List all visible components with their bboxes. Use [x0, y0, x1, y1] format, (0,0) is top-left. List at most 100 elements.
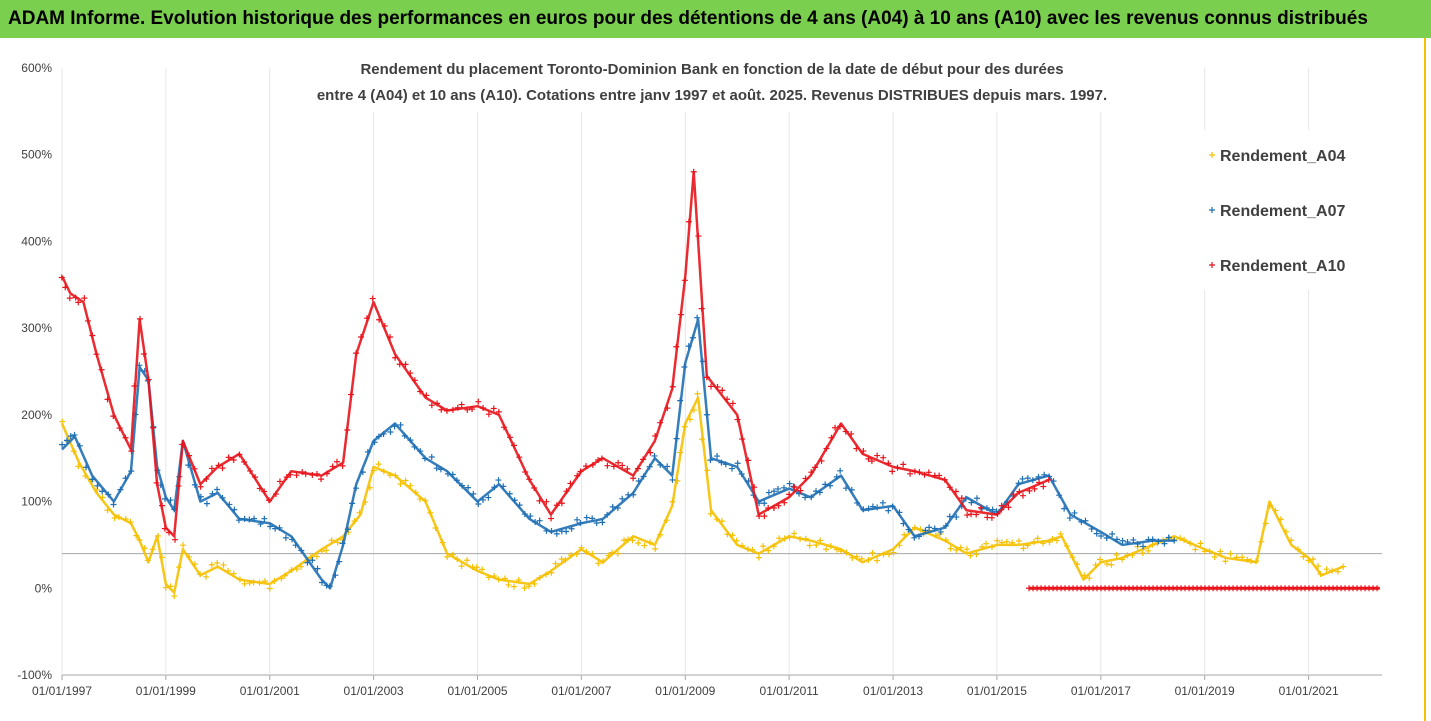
data-point [153, 479, 160, 486]
data-point [375, 433, 382, 440]
data-point [595, 560, 602, 567]
data-point [505, 581, 512, 588]
data-point [806, 542, 813, 549]
data-point [1227, 550, 1234, 557]
data-point [931, 525, 938, 532]
x-tick-label: 01/01/2007 [551, 684, 611, 698]
data-point [1093, 530, 1100, 537]
data-point [1034, 535, 1041, 542]
data-point [1015, 480, 1022, 487]
x-tick-label: 01/01/2001 [240, 684, 300, 698]
data-point [818, 457, 825, 464]
data-point [371, 439, 378, 446]
data-point [1129, 552, 1136, 559]
x-tick-label: 01/01/2011 [760, 684, 819, 698]
series-Rendement_A10-flat [1026, 585, 1381, 592]
data-point [380, 468, 387, 475]
data-point [454, 556, 461, 563]
data-point [391, 423, 398, 430]
data-point [558, 500, 565, 507]
data-point [749, 546, 756, 553]
data-point [900, 520, 907, 527]
data-point [647, 449, 654, 456]
data-point [977, 504, 984, 511]
data-point [734, 460, 741, 467]
legend: Rendement_A04 Rendement_A07 Rendement_A10 [1209, 148, 1345, 275]
data-point [832, 424, 839, 431]
data-point [837, 423, 844, 430]
data-point [568, 552, 575, 559]
data-point [543, 527, 550, 534]
series-layer [58, 168, 1381, 600]
data-point [1026, 487, 1033, 494]
series-line [61, 318, 1175, 590]
data-point [219, 465, 226, 472]
data-point [89, 476, 96, 483]
data-point [922, 527, 929, 534]
data-point [437, 466, 444, 473]
data-point [589, 515, 596, 522]
data-point [203, 500, 210, 507]
data-point [266, 585, 273, 592]
data-point [155, 532, 162, 539]
data-point [191, 561, 198, 568]
data-point [1020, 545, 1027, 552]
legend-marker [1209, 152, 1215, 158]
data-point [159, 502, 166, 509]
data-point [288, 566, 295, 573]
data-point [1103, 534, 1110, 541]
data-point [511, 497, 518, 504]
data-point [1155, 538, 1162, 545]
data-point [797, 535, 804, 542]
data-point [1149, 541, 1156, 548]
data-point [604, 462, 611, 469]
data-point [98, 366, 105, 373]
data-point [1171, 537, 1178, 544]
data-point [896, 542, 903, 549]
data-point [1145, 547, 1152, 554]
data-point [885, 460, 892, 467]
data-point [589, 461, 596, 468]
data-point [1031, 485, 1038, 492]
data-point [314, 565, 321, 572]
data-point [673, 435, 680, 442]
data-point [271, 577, 278, 584]
x-tick-label: 01/01/2021 [1279, 684, 1339, 698]
data-point [964, 512, 971, 519]
legend-label: Rendement_A07 [1220, 203, 1345, 220]
y-tick-label: 100% [21, 495, 52, 509]
data-point [1061, 505, 1068, 512]
data-point [191, 465, 198, 472]
data-point [1272, 507, 1279, 514]
data-point [689, 334, 696, 341]
data-point [250, 579, 257, 586]
data-point [780, 484, 787, 491]
data-point [669, 498, 676, 505]
data-point [225, 454, 232, 461]
x-tick-label: 01/01/2003 [344, 684, 404, 698]
data-point [849, 554, 856, 561]
data-point [104, 507, 111, 514]
data-point [958, 495, 965, 502]
data-point [433, 465, 440, 472]
data-point [141, 545, 148, 552]
data-point [162, 584, 169, 591]
data-point [479, 496, 486, 503]
data-point [387, 333, 394, 340]
performance-chart: -100% 0% 100% 200% 300% 400% 500% 600% 01/01/19… [0, 38, 1431, 721]
data-point [99, 488, 106, 495]
data-point [577, 519, 584, 526]
data-point [989, 506, 996, 513]
data-point [775, 502, 782, 509]
data-point [1053, 537, 1060, 544]
data-point [75, 299, 82, 306]
data-point [256, 485, 263, 492]
data-point [356, 509, 363, 516]
data-point [1124, 539, 1131, 546]
data-point [874, 557, 881, 564]
data-point [323, 582, 330, 589]
data-point [921, 471, 928, 478]
data-point [99, 494, 106, 501]
data-point [681, 363, 688, 370]
data-point [334, 539, 341, 546]
